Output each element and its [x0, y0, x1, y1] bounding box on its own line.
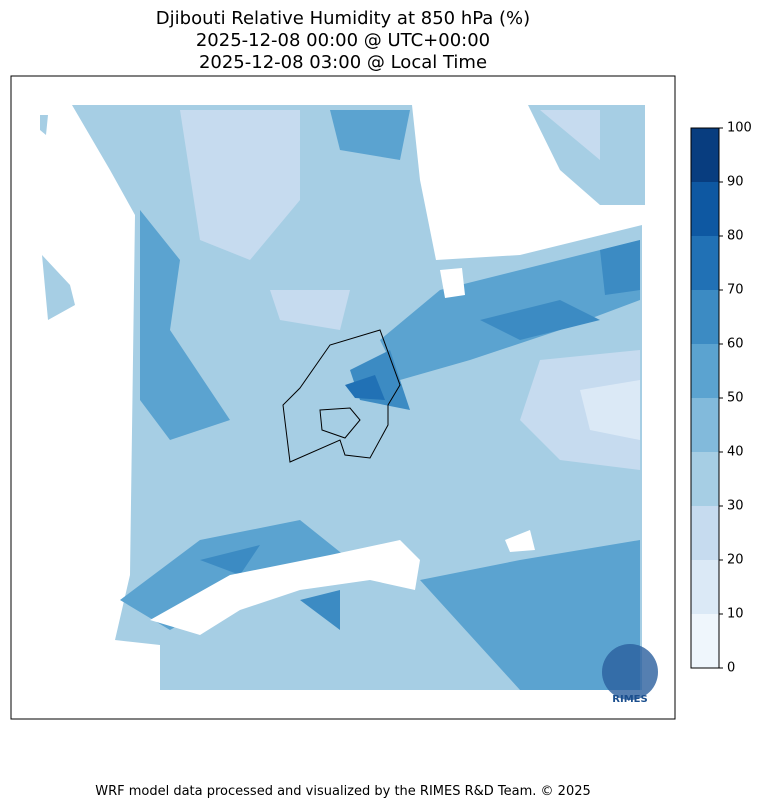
colorbar-segment	[691, 506, 719, 560]
colorbar-tick-label: 100	[727, 121, 752, 136]
colorbar-tick-label: 40	[727, 445, 744, 460]
map: RIMES	[10, 75, 676, 720]
colorbar-tick-label: 0	[727, 661, 735, 676]
colorbar-segment	[691, 560, 719, 614]
field	[580, 380, 640, 440]
colorbar-tick-label: 50	[727, 391, 744, 406]
colorbar-segment	[691, 344, 719, 398]
colorbar-segment	[691, 182, 719, 236]
colorbar-tick-label: 80	[727, 229, 744, 244]
footer: WRF model data processed and visualized …	[95, 784, 591, 799]
border	[282, 329, 401, 463]
field	[345, 375, 385, 400]
colorbar-tick-label: 60	[727, 337, 744, 352]
colorbar-tick-label: 20	[727, 553, 744, 568]
colorbar-segment	[691, 290, 719, 344]
title-line: 2025-12-08 00:00 @ UTC+00:00	[196, 30, 490, 51]
colorbar-segment	[691, 236, 719, 290]
colorbar-segment	[691, 614, 719, 668]
field	[200, 240, 640, 630]
colorbar: 0 10 20 30 40 50 60 70 80 90 100	[690, 121, 752, 676]
logo-text: RIMES	[612, 694, 647, 705]
colorbar-tick-label: 70	[727, 283, 744, 298]
colorbar-tick-label: 10	[727, 607, 744, 622]
field	[180, 110, 640, 470]
mask	[150, 268, 535, 635]
colorbar-tick-label: 90	[727, 175, 744, 190]
field	[120, 110, 640, 690]
logo-icon	[602, 644, 658, 700]
colorbar-segment	[691, 398, 719, 452]
colorbar-segment	[691, 452, 719, 506]
colorbar-segment	[691, 128, 719, 182]
title-line: Djibouti Relative Humidity at 850 hPa (%…	[156, 8, 530, 29]
colorbar-tick-label: 30	[727, 499, 744, 514]
title-line: 2025-12-08 03:00 @ Local Time	[199, 52, 487, 73]
